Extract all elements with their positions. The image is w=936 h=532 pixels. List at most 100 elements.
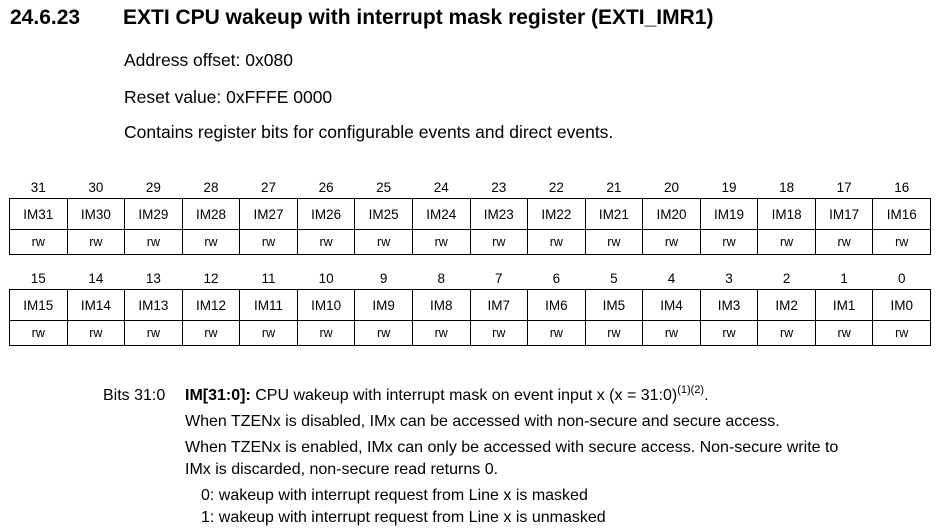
description-line-3: When TZENx is enabled, IMx can only be a… — [185, 439, 839, 456]
bit-number-row: 31 30 29 28 27 26 25 24 23 22 21 20 19 18 17 16 — [10, 176, 931, 199]
bit-number: 26 — [318, 179, 334, 195]
bit-number: 21 — [606, 179, 622, 195]
bit-number: 24 — [433, 179, 449, 195]
bit-field-cell: IM4 — [642, 289, 701, 321]
bit-number: 9 — [379, 270, 388, 286]
bit-number: 11 — [261, 270, 276, 286]
reset-value: Reset value: 0xFFFE 0000 — [124, 87, 333, 107]
bit-field-cell: IM2 — [757, 289, 816, 321]
field-name-row: IM15 IM14 IM13 IM12 IM11 IM10 IM9 IM8 IM7 IM6 IM5 I… — [9, 289, 931, 321]
description-line-2: When TZENx is disabled, IMx can be acces… — [185, 413, 780, 430]
bit-number: 28 — [203, 179, 219, 195]
bit-field-cell: IM26 — [296, 198, 356, 230]
access-type-cell: rw — [814, 320, 874, 346]
access-type-cell: rw — [239, 320, 298, 346]
access-type-cell: rw — [296, 320, 356, 346]
access-type-cell: rw — [642, 320, 701, 346]
bit-field-cell: IM12 — [181, 289, 241, 321]
bit-field-cell: IM17 — [814, 198, 874, 230]
bit-number: 10 — [318, 270, 334, 286]
access-type-cell: rw — [699, 229, 759, 255]
bit-field-cell: IM19 — [699, 198, 759, 230]
bit-number: 7 — [495, 270, 503, 286]
bit-field-cell: IM8 — [411, 289, 471, 321]
section-title: EXTI CPU wakeup with interrupt mask regi… — [123, 6, 714, 29]
access-row: rw rw rw rw rw rw rw rw rw rw rw rw rw rw rw rw — [9, 320, 931, 346]
access-type-cell: rw — [9, 320, 68, 346]
access-type-cell: rw — [239, 229, 298, 255]
bit-number-row: 15 14 13 12 11 10 9 8 7 6 5 4 3 2 1 0 — [10, 267, 931, 290]
bit-field-cell: IM29 — [124, 198, 183, 230]
section-heading: 24.6.23 EXTI CPU wakeup with interrupt ma… — [10, 6, 713, 30]
bit-field-cell: IM1 — [814, 289, 874, 321]
bit-number: 30 — [88, 179, 104, 195]
bit-field-cell: IM20 — [642, 198, 701, 230]
access-type-cell: rw — [354, 229, 413, 255]
address-offset: Address offset: 0x080 — [124, 50, 293, 70]
section-number: 24.6.23 — [10, 6, 81, 29]
bit-number: 27 — [261, 179, 277, 195]
bit-field-cell: IM21 — [584, 198, 644, 230]
access-type-cell: rw — [584, 320, 644, 346]
bit-number: 13 — [145, 270, 161, 286]
bit-number: 17 — [836, 179, 852, 195]
access-type-cell: rw — [469, 229, 529, 255]
access-type-cell: rw — [872, 229, 931, 255]
bit-number: 29 — [145, 179, 161, 195]
access-type-cell: rw — [527, 320, 586, 346]
access-type-cell: rw — [642, 229, 701, 255]
bit-field-cell: IM14 — [66, 289, 126, 321]
bit-field-cell: IM7 — [469, 289, 529, 321]
bit-number: 6 — [552, 270, 561, 286]
bit-field-cell: IM22 — [527, 198, 586, 230]
register-summary: Contains register bits for configurable … — [124, 122, 614, 142]
bit-number: 14 — [88, 270, 104, 286]
access-type-cell: rw — [181, 229, 241, 255]
bit-number: 1 — [840, 270, 848, 286]
bit-number: 31 — [30, 179, 46, 195]
bit-number: 5 — [610, 270, 618, 286]
bit-number: 15 — [30, 270, 46, 286]
access-type-cell: rw — [757, 229, 816, 255]
bit-number: 3 — [725, 270, 733, 286]
field-description: IM[31:0]: CPU wakeup with interrupt mask… — [185, 384, 709, 405]
access-type-cell: rw — [181, 320, 241, 346]
register-table-upper: 31 30 29 28 27 26 25 24 23 22 21 20 19 18 17 16 IM31 IM3… — [9, 176, 931, 255]
bit-number: 16 — [894, 179, 910, 195]
access-type-cell: rw — [527, 229, 586, 255]
bit-field-cell: IM16 — [872, 198, 931, 230]
bit-field-cell: IM15 — [9, 289, 68, 321]
field-end: . — [704, 387, 709, 404]
bit-number: 22 — [548, 179, 564, 195]
access-type-cell: rw — [66, 320, 126, 346]
access-type-cell: rw — [354, 320, 413, 346]
access-type-cell: rw — [9, 229, 68, 255]
bit-field-cell: IM6 — [527, 289, 586, 321]
bit-number: 18 — [779, 179, 795, 195]
bit-field-cell: IM0 — [872, 289, 931, 321]
option-masked: 0: wakeup with interrupt request from Li… — [201, 487, 588, 504]
access-type-cell: rw — [411, 229, 471, 255]
bit-field-cell: IM9 — [354, 289, 413, 321]
bit-number: 4 — [667, 270, 676, 286]
footnote-refs: (1)(2) — [677, 384, 705, 396]
bit-number: 23 — [491, 179, 507, 195]
access-type-cell: rw — [469, 320, 529, 346]
option-unmasked: 1: wakeup with interrupt request from Li… — [201, 509, 606, 526]
bit-field-cell: IM10 — [296, 289, 356, 321]
bit-field-cell: IM30 — [66, 198, 126, 230]
access-type-cell: rw — [872, 320, 931, 346]
field-text: CPU wakeup with interrupt mask on event … — [250, 387, 678, 404]
access-type-cell: rw — [296, 229, 356, 255]
access-type-cell: rw — [584, 229, 644, 255]
bit-field-cell: IM11 — [239, 289, 298, 321]
bit-number: 8 — [437, 270, 445, 286]
register-table-lower: 15 14 13 12 11 10 9 8 7 6 5 4 3 2 1 0 IM15 IM14 IM13 IM12 I… — [9, 267, 931, 346]
bit-field-cell: IM25 — [354, 198, 413, 230]
bit-field-cell: IM13 — [124, 289, 183, 321]
bit-number: 12 — [203, 270, 219, 286]
access-type-cell: rw — [124, 229, 183, 255]
bit-field-cell: IM27 — [239, 198, 298, 230]
bit-field-cell: IM3 — [699, 289, 759, 321]
